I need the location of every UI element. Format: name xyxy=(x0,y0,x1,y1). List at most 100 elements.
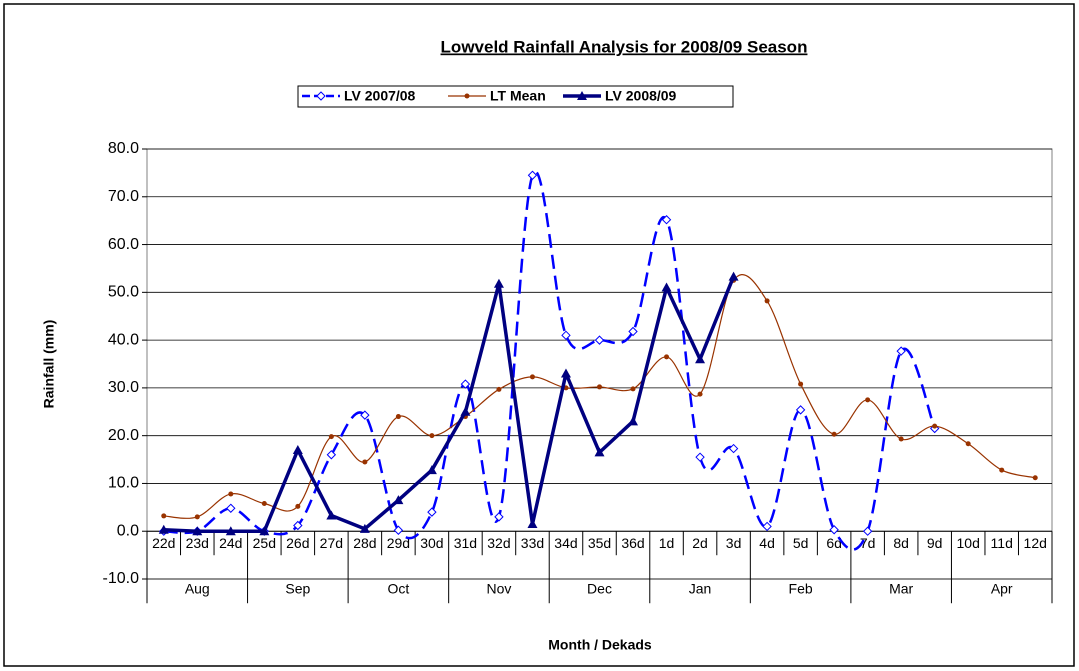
series-marker xyxy=(896,346,906,356)
series-marker xyxy=(865,397,871,403)
x-tick-label: 8d xyxy=(893,535,909,551)
x-tick-label: 26d xyxy=(286,535,309,551)
series-marker xyxy=(795,405,806,415)
x-tick-label: 3d xyxy=(726,535,742,551)
series-marker xyxy=(429,433,435,439)
series-marker xyxy=(226,503,236,513)
series-marker xyxy=(362,459,368,465)
series-marker xyxy=(728,443,739,454)
series-marker xyxy=(326,510,337,520)
month-label: Apr xyxy=(991,581,1013,597)
series-marker xyxy=(762,521,772,532)
y-tick-label: 0.0 xyxy=(117,522,139,539)
series-marker xyxy=(697,391,703,397)
series-marker xyxy=(630,386,636,392)
series-marker xyxy=(326,450,337,460)
series-marker xyxy=(395,414,401,420)
series-marker xyxy=(496,386,502,392)
y-tick-label: 20.0 xyxy=(108,427,139,444)
y-tick-label: 30.0 xyxy=(108,379,139,396)
series-line xyxy=(163,275,736,533)
x-tick-label: 25d xyxy=(253,535,276,551)
series-marker xyxy=(999,467,1005,473)
series-marker xyxy=(292,445,303,454)
month-label: Jan xyxy=(689,581,712,597)
series-marker xyxy=(661,282,672,292)
y-axis-title: Rainfall (mm) xyxy=(41,320,57,409)
series-marker xyxy=(228,491,234,497)
x-tick-label: 5d xyxy=(793,535,809,551)
x-tick-label: 22d xyxy=(152,535,175,551)
x-tick-label: 4d xyxy=(759,535,775,551)
month-label: Aug xyxy=(185,581,210,597)
series-marker xyxy=(628,326,638,337)
series-marker xyxy=(192,526,203,536)
plot-area xyxy=(146,148,1053,580)
legend-marker xyxy=(316,91,326,101)
series-marker xyxy=(493,278,504,288)
series-marker xyxy=(360,410,370,420)
series-marker xyxy=(628,416,639,426)
series-marker xyxy=(529,374,535,380)
series-marker xyxy=(965,441,971,447)
x-tick-label: 33d xyxy=(521,535,544,551)
series-marker xyxy=(393,525,404,535)
series-marker xyxy=(862,526,873,536)
month-label: Feb xyxy=(789,581,813,597)
series-marker xyxy=(494,512,504,522)
month-label: Dec xyxy=(587,581,612,597)
legend-label: LT Mean xyxy=(490,88,546,104)
series-marker xyxy=(295,503,301,509)
series-marker xyxy=(158,524,169,534)
series-marker xyxy=(695,354,706,364)
series-marker xyxy=(695,452,705,462)
x-tick-label: 6d xyxy=(826,535,842,551)
series-marker xyxy=(261,501,267,507)
legend-box xyxy=(297,85,734,108)
month-label: Mar xyxy=(889,581,913,597)
series-marker xyxy=(293,520,303,531)
x-tick-label: 2d xyxy=(692,535,708,551)
series-marker xyxy=(259,526,270,536)
x-tick-label: 1d xyxy=(659,535,675,551)
x-tick-label: 31d xyxy=(454,535,477,551)
x-tick-label: 30d xyxy=(420,535,443,551)
month-label: Sep xyxy=(285,581,310,597)
x-tick-label: 9d xyxy=(927,535,943,551)
series-marker xyxy=(764,298,770,304)
series-marker xyxy=(798,381,804,387)
series-marker xyxy=(393,495,404,505)
series-marker xyxy=(594,447,605,457)
x-tick-label: 24d xyxy=(219,535,242,551)
series-marker xyxy=(161,513,167,519)
series-marker xyxy=(594,335,605,345)
x-tick-label: 12d xyxy=(1024,535,1047,551)
x-tick-label: 36d xyxy=(621,535,644,551)
series-marker xyxy=(664,354,670,360)
x-axis-title: Month / Dekads xyxy=(548,637,652,653)
y-tick-label: 10.0 xyxy=(108,475,139,492)
legend-label: LV 2008/09 xyxy=(605,88,677,104)
series-marker xyxy=(597,384,602,390)
legend-marker xyxy=(577,91,587,100)
series-marker xyxy=(328,434,334,440)
series-marker xyxy=(427,507,437,517)
series-marker xyxy=(359,523,370,533)
series-marker xyxy=(460,406,471,416)
series-marker xyxy=(661,215,672,225)
x-tick-label: 27d xyxy=(320,535,343,551)
y-tick-label: 80.0 xyxy=(108,140,139,157)
y-tick-label: 40.0 xyxy=(108,331,139,348)
x-tick-label: 28d xyxy=(353,535,376,551)
y-tick-label: 50.0 xyxy=(108,284,139,301)
series-marker xyxy=(527,170,538,180)
y-tick-label: 60.0 xyxy=(108,236,139,253)
series-marker xyxy=(829,525,839,535)
series-marker xyxy=(728,271,739,281)
x-tick-label: 11d xyxy=(991,535,1013,551)
x-tick-label: 32d xyxy=(487,535,510,551)
series-marker xyxy=(426,465,437,475)
y-tick-label: -10.0 xyxy=(103,570,140,587)
series-marker xyxy=(460,379,471,389)
